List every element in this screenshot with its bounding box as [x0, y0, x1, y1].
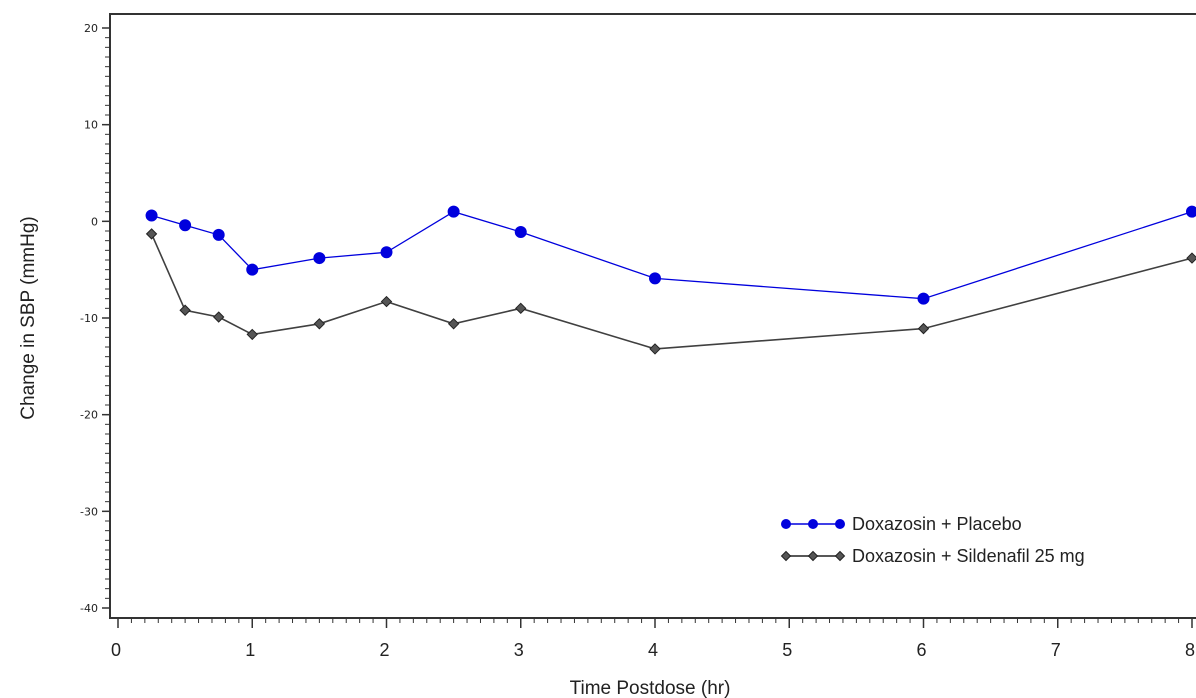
data-point: [1186, 205, 1196, 218]
legend: Doxazosin + Placebo Doxazosin + Sildenafi…: [780, 514, 1085, 566]
legend-marker: [807, 550, 819, 562]
x-tick-label: 5: [782, 640, 792, 660]
data-point: [179, 219, 192, 232]
y-tick-label: -30: [80, 505, 98, 518]
data-point: [447, 205, 460, 218]
data-point: [380, 295, 393, 308]
series-line-2: [150, 233, 1193, 350]
y-axis-label: Change in SBP (mmHg): [18, 216, 39, 419]
x-axis-ticks: 0 1 2 3 4 5 6 7 8: [111, 618, 1195, 660]
data-point: [313, 318, 326, 330]
data-point: [246, 328, 258, 341]
legend-label: Doxazosin + Placebo: [852, 514, 1022, 534]
legend-label: Doxazosin + Sildenafil 25 mg: [852, 546, 1085, 566]
data-point: [246, 263, 259, 276]
x-tick-label: 2: [379, 640, 389, 660]
data-point: [515, 302, 527, 315]
x-tick-label: 4: [648, 640, 658, 660]
minor-ticks: [105, 27, 1193, 623]
data-point: [1186, 252, 1196, 264]
data-point: [514, 225, 527, 238]
x-tick-label: 7: [1051, 640, 1061, 660]
data-point: [380, 246, 393, 259]
y-tick-label: -40: [80, 602, 98, 615]
x-tick-label: 6: [916, 640, 926, 660]
series-line-1: [151, 210, 1193, 300]
data-point: [917, 322, 930, 335]
y-tick-label: 20: [84, 22, 98, 35]
x-tick-label: 3: [514, 640, 524, 660]
x-tick-label: 8: [1185, 640, 1195, 660]
y-tick-label: 10: [84, 119, 98, 132]
data-point: [649, 343, 661, 355]
x-tick-label: 0: [111, 640, 121, 660]
series-layer: [145, 205, 1196, 355]
x-tick-label: 1: [245, 640, 255, 660]
y-tick-label: -20: [80, 409, 98, 422]
legend-marker: [835, 519, 845, 529]
legend-marker: [834, 550, 846, 562]
data-point: [447, 318, 460, 330]
data-point: [917, 292, 930, 305]
y-tick-label: -10: [80, 312, 98, 325]
data-point: [313, 252, 326, 265]
legend-marker: [808, 519, 818, 529]
plot-frame: [109, 13, 1196, 619]
data-point: [649, 272, 661, 285]
data-point: [212, 311, 225, 323]
legend-marker: [781, 519, 791, 529]
data-point: [212, 228, 225, 241]
x-axis-label: Time Postdose (hr): [570, 678, 731, 698]
data-point: [145, 228, 158, 240]
data-point: [145, 209, 158, 222]
y-tick-label: 0: [91, 215, 98, 228]
data-point: [179, 304, 191, 316]
legend-marker: [780, 550, 792, 562]
y-axis-ticks: 20 10 0 -10 -20 -30 -40: [80, 22, 110, 615]
